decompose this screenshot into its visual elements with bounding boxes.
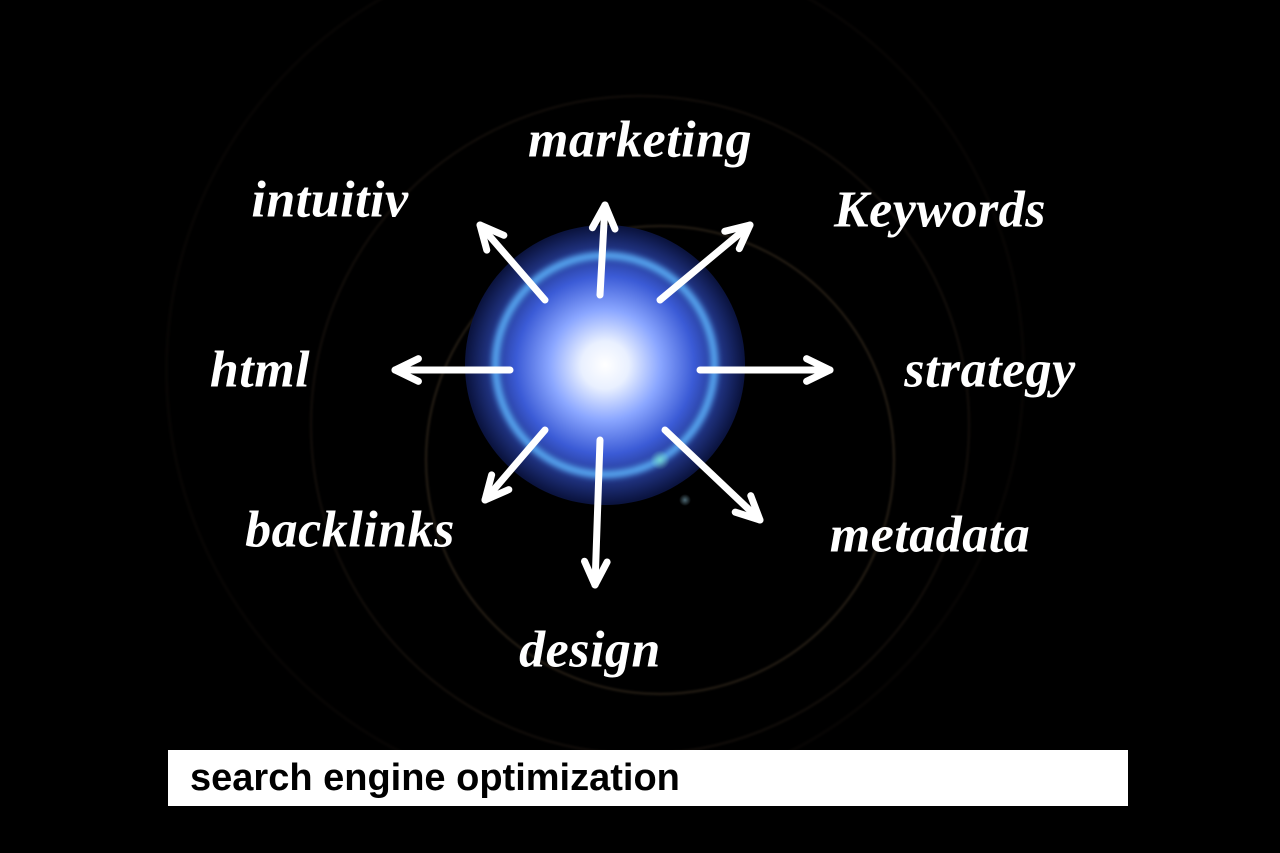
term-strategy: strategy: [904, 341, 1076, 400]
arrow-backlinks: [485, 430, 545, 500]
caption-text: search engine optimization: [190, 757, 680, 800]
lens-dot: [679, 494, 691, 506]
term-backlinks: backlinks: [245, 501, 455, 560]
arrow-design: [585, 440, 608, 585]
lens-flare-core: [465, 225, 745, 505]
arrow-html: [395, 359, 510, 382]
arrow-intuitiv: [480, 225, 545, 300]
term-keywords: Keywords: [834, 181, 1046, 240]
caption-bar: search engine optimization: [168, 750, 1128, 806]
diagram-stage: marketing intuitiv Keywords html strategy bac…: [0, 0, 1280, 853]
lens-flare-blue-ring: [492, 252, 718, 478]
term-metadata: metadata: [830, 506, 1030, 565]
lens-dot: [650, 450, 670, 470]
arrow-marketing: [592, 205, 615, 295]
arrow-keywords: [660, 225, 750, 300]
term-marketing: marketing: [528, 111, 752, 170]
term-design: design: [519, 621, 661, 680]
term-html: html: [210, 341, 310, 400]
term-intuitiv: intuitiv: [251, 171, 408, 230]
arrow-strategy: [700, 359, 830, 382]
arrow-metadata: [665, 430, 760, 520]
